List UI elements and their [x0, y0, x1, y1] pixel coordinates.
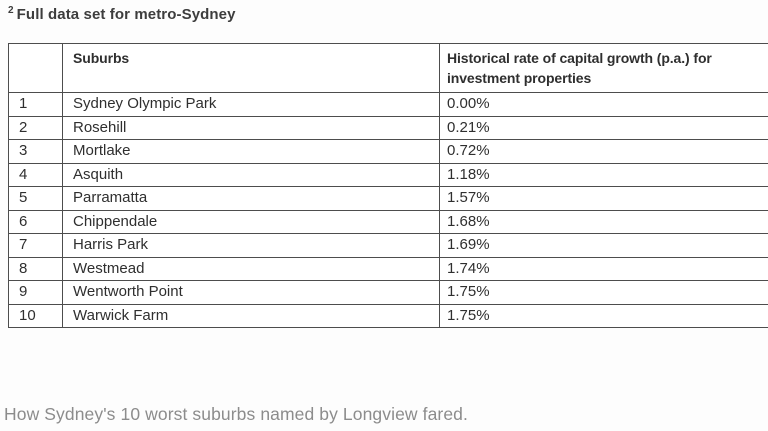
rate-cell: 1.68% — [439, 209, 768, 234]
page-title: 2 Full data set for metro-Sydney — [8, 5, 236, 23]
table-header-row: Suburbs Historical rate of capital growt… — [8, 43, 768, 93]
rate-cell: 1.75% — [439, 280, 768, 305]
suburb-cell: Mortlake — [62, 139, 440, 164]
caption: How Sydney's 10 worst suburbs named by L… — [4, 404, 468, 424]
suburb-cell: Warwick Farm — [62, 303, 440, 328]
rank-cell: 6 — [8, 209, 63, 234]
rate-cell: 0.72% — [439, 139, 768, 164]
rate-cell: 0.21% — [439, 115, 768, 140]
table-row: 8 Westmead 1.74% — [8, 256, 768, 281]
table-row: 1 Sydney Olympic Park 0.00% — [8, 92, 768, 117]
table-row: 6 Chippendale 1.68% — [8, 209, 768, 234]
suburb-cell: Wentworth Point — [62, 280, 440, 305]
footnote-marker: 2 — [8, 5, 14, 16]
rank-cell: 5 — [8, 186, 63, 211]
suburb-cell: Parramatta — [62, 186, 440, 211]
suburb-cell: Harris Park — [62, 233, 440, 258]
rate-cell: 1.74% — [439, 256, 768, 281]
page-title-text: Full data set for metro-Sydney — [16, 6, 236, 23]
suburb-cell: Rosehill — [62, 115, 440, 140]
rate-cell: 1.69% — [439, 233, 768, 258]
table-header-rank — [8, 43, 63, 93]
rank-cell: 2 — [8, 115, 63, 140]
table-row: 7 Harris Park 1.69% — [8, 233, 768, 258]
table-row: 9 Wentworth Point 1.75% — [8, 280, 768, 305]
rate-cell: 1.75% — [439, 303, 768, 328]
suburb-cell: Chippendale — [62, 209, 440, 234]
suburb-cell: Sydney Olympic Park — [62, 92, 440, 117]
rank-cell: 7 — [8, 233, 63, 258]
table-header-rate: Historical rate of capital growth (p.a.)… — [439, 43, 768, 93]
suburb-cell: Westmead — [62, 256, 440, 281]
rank-cell: 9 — [8, 280, 63, 305]
rank-cell: 3 — [8, 139, 63, 164]
rank-cell: 8 — [8, 256, 63, 281]
rate-cell: 1.57% — [439, 186, 768, 211]
table-row: 4 Asquith 1.18% — [8, 162, 768, 187]
table-row: 5 Parramatta 1.57% — [8, 186, 768, 211]
rank-cell: 10 — [8, 303, 63, 328]
rank-cell: 4 — [8, 162, 63, 187]
suburb-cell: Asquith — [62, 162, 440, 187]
rank-cell: 1 — [8, 92, 63, 117]
rate-cell: 1.18% — [439, 162, 768, 187]
table-row: 10 Warwick Farm 1.75% — [8, 303, 768, 328]
suburb-growth-table: Suburbs Historical rate of capital growt… — [8, 43, 768, 328]
table-row: 3 Mortlake 0.72% — [8, 139, 768, 164]
table-row: 2 Rosehill 0.21% — [8, 115, 768, 140]
table-header-suburb: Suburbs — [62, 43, 440, 93]
rate-cell: 0.00% — [439, 92, 768, 117]
